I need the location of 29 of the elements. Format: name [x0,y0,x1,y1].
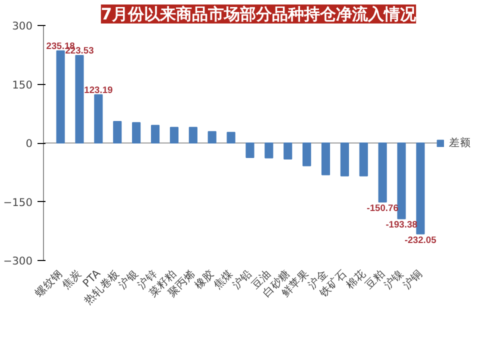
bar [321,142,330,176]
bar [150,124,160,144]
chart-title: 7月份以来商品市场部分品种持仓净流入情况 [100,4,418,24]
data-label: 123.19 [84,84,113,95]
y-tick-label: 300 [12,20,33,32]
bar [264,142,274,158]
bar [113,120,122,144]
bar [416,142,425,234]
bar [132,122,141,144]
bar [302,142,312,166]
bar [56,50,65,144]
bar [378,142,387,203]
legend-label: 差额 [449,136,471,150]
bar [226,132,236,144]
data-label: -232.05 [404,234,436,245]
bar [246,142,254,158]
bar [359,142,368,176]
y-tick-label: 0 [26,137,33,150]
bar [94,94,103,144]
bar [284,142,292,160]
bar [188,126,198,144]
bar [208,131,216,144]
bar [397,142,406,220]
y-tick-label: −150 [3,196,33,209]
bar [340,142,349,176]
bar [170,126,178,144]
bar [75,54,84,144]
y-tick-label: 150 [12,78,33,92]
y-tick-label: −300 [3,254,33,268]
